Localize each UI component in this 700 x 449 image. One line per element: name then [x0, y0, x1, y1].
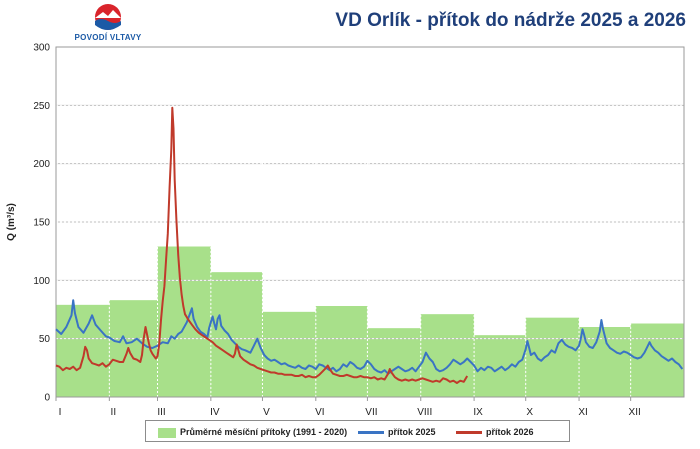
legend-label-avg: Průměrné měsíční přítoky (1991 - 2020)	[180, 427, 348, 437]
legend-item-2025: přítok 2025	[358, 426, 436, 438]
y-tick-label-300: 300	[33, 43, 50, 54]
x-tick-label-VII: VII	[365, 407, 377, 418]
avg-bar-VII	[367, 328, 421, 397]
y-axis-ticks: 0 50 100 150 200 250 300	[33, 43, 50, 404]
y-tick-label-50: 50	[39, 334, 51, 345]
x-tick-label-X: X	[526, 407, 533, 418]
logo-emblem-icon	[95, 4, 121, 30]
x-tick-label-XI: XI	[578, 407, 587, 418]
legend-swatch-2025	[358, 431, 384, 435]
x-tick-label-XII: XII	[629, 407, 641, 418]
x-axis-ticks: I II III IV V VI VII VIII IX X XI XII	[55, 397, 641, 418]
legend-swatch-2026	[456, 431, 482, 435]
line-2026	[55, 106, 469, 384]
legend-label-2026: přítok 2026	[486, 427, 534, 437]
line-2025	[55, 299, 684, 375]
plot-border	[55, 46, 685, 398]
y-tick-label-100: 100	[33, 276, 50, 287]
avg-bar-VIII	[420, 314, 475, 397]
chart-title: VD Orlík - přítok do nádrže 2025 a 2026	[335, 10, 686, 31]
series-2026	[55, 106, 469, 384]
avg-monthly-area	[56, 246, 684, 397]
avg-bar-VI	[315, 306, 368, 397]
logo-text: POVODÍ VLTAVY	[74, 33, 142, 42]
x-tick-label-VI: VI	[315, 407, 324, 418]
legend-label-2025: přítok 2025	[388, 427, 436, 437]
legend: Průměrné měsíční přítoky (1991 - 2020) p…	[145, 420, 570, 442]
legend-item-2026: přítok 2026	[456, 426, 534, 438]
x-tick-label-IX: IX	[473, 407, 483, 418]
x-tick-label-III: III	[157, 407, 165, 418]
grid	[56, 47, 684, 397]
series-2025	[55, 299, 684, 375]
avg-bar-IX	[474, 335, 526, 397]
x-tick-label-I: I	[59, 407, 62, 418]
avg-bar-IV	[210, 272, 263, 397]
legend-swatch-avg	[158, 427, 176, 438]
x-tick-label-II: II	[111, 407, 117, 418]
x-tick-label-V: V	[263, 407, 270, 418]
legend-item-avg: Průměrné měsíční přítoky (1991 - 2020)	[158, 426, 347, 438]
avg-bar-V	[262, 311, 316, 397]
x-tick-label-VIII: VIII	[417, 407, 432, 418]
y-tick-label-150: 150	[33, 218, 50, 229]
avg-bar-X	[525, 317, 580, 397]
y-tick-label-250: 250	[33, 101, 50, 112]
avg-bar-XII	[630, 323, 684, 397]
avg-bar-III	[157, 246, 211, 397]
x-tick-label-IV: IV	[210, 407, 220, 418]
y-tick-label-0: 0	[44, 393, 50, 404]
y-tick-label-200: 200	[33, 159, 50, 170]
y-axis-label: Q (m³/s)	[6, 203, 17, 241]
povodi-vltavy-logo: POVODÍ VLTAVY	[58, 2, 158, 46]
avg-bar-I	[56, 304, 110, 397]
